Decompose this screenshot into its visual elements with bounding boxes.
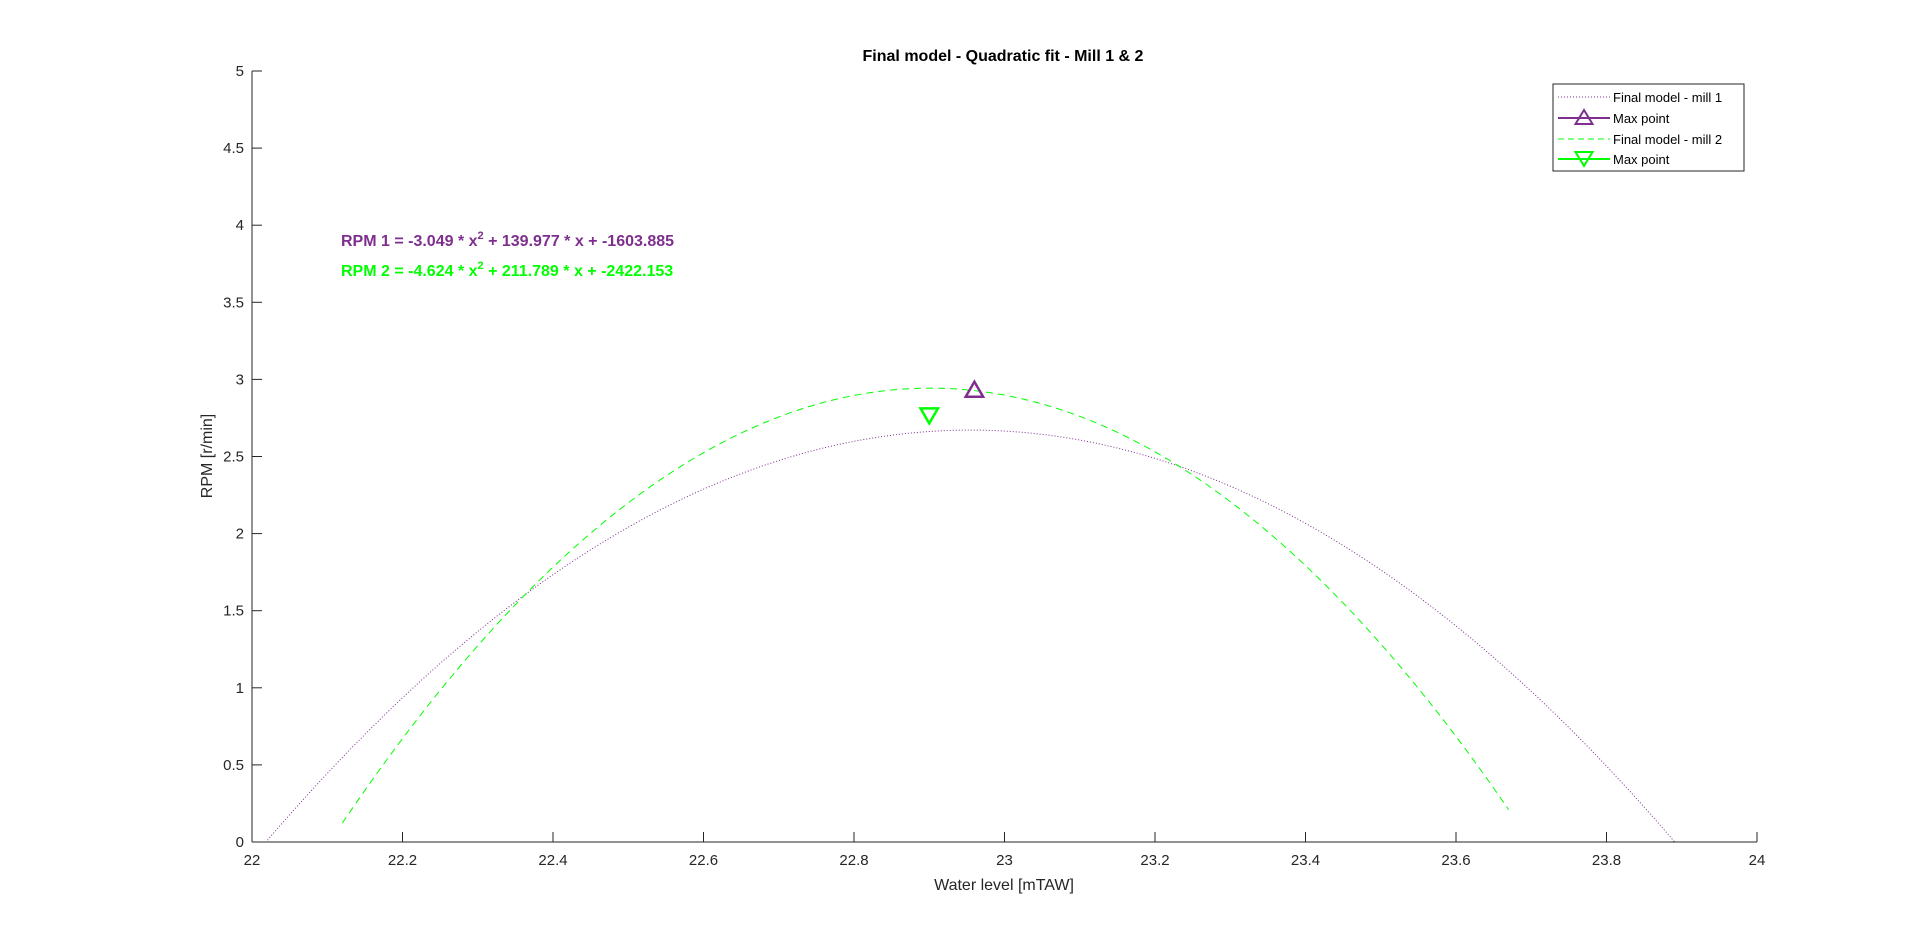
x-tick-label: 22.2 [388,852,417,869]
chart-title: Final model - Quadratic fit - Mill 1 & 2 [863,48,1144,65]
equation-mill-1: RPM 1 = -3.049 * x2 + 139.977 * x + -160… [341,230,674,250]
legend-box [1552,83,1745,172]
y-tick-label: 4.5 [223,140,244,157]
x-tick-label: 22.6 [689,852,718,869]
y-tick-label: 1 [236,680,244,697]
series-line-0 [265,429,1676,842]
x-tick-label: 22 [244,852,261,869]
y-tick-label: 3 [236,371,244,388]
x-tick-label: 24 [1749,852,1766,869]
x-tick-label: 23.4 [1291,852,1320,869]
x-axis-label: Water level [mTAW] [934,877,1074,894]
x-ticks: 22 22.2 22.4 22.6 22.8 23 23.2 23.4 23.6 23.8 24 [244,832,1766,869]
equation-mill-2: RPM 2 = -4.624 * x2 + 211.789 * x + -242… [341,260,673,280]
x-tick-label: 22.8 [839,852,868,869]
x-tick-label: 23.8 [1592,852,1621,869]
y-tick-label: 1.5 [223,603,244,620]
y-tick-label: 0 [236,834,244,851]
y-tick-label: 2 [236,526,244,543]
y-tick-label: 0.5 [223,757,244,774]
legend-label-mill-1: Final model - mill 1 [1613,90,1722,105]
y-axis-label: RPM [r/min] [199,414,216,498]
equation-annotations: RPM 1 = -3.049 * x2 + 139.977 * x + -160… [341,230,674,280]
y-tick-label: 2.5 [223,449,244,466]
y-tick-label: 5 [236,63,244,80]
legend-label-mill-2: Final model - mill 2 [1613,132,1722,147]
max-point-marker-3 [918,407,941,426]
x-tick-label: 22.4 [538,852,567,869]
legend-marker-max-2 [1573,151,1595,168]
x-tick-label: 23.6 [1441,852,1470,869]
legend: Final model - mill 1 Max point Final mod… [1552,83,1745,172]
x-tick-label: 23 [996,852,1013,869]
x-tick-label: 23.2 [1140,852,1169,869]
y-ticks: 0 0.5 1 1.5 2 2.5 3 3.5 4 4.5 5 [223,63,262,851]
curves-layer [265,387,1676,842]
markers-layer [918,379,986,426]
max-point-marker-1 [963,379,986,398]
y-tick-label: 4 [236,217,244,234]
legend-marker-max-1 [1573,108,1595,125]
y-tick-label: 3.5 [223,294,244,311]
legend-label-max-2: Max point [1613,152,1670,167]
legend-label-max-1: Max point [1613,111,1670,126]
